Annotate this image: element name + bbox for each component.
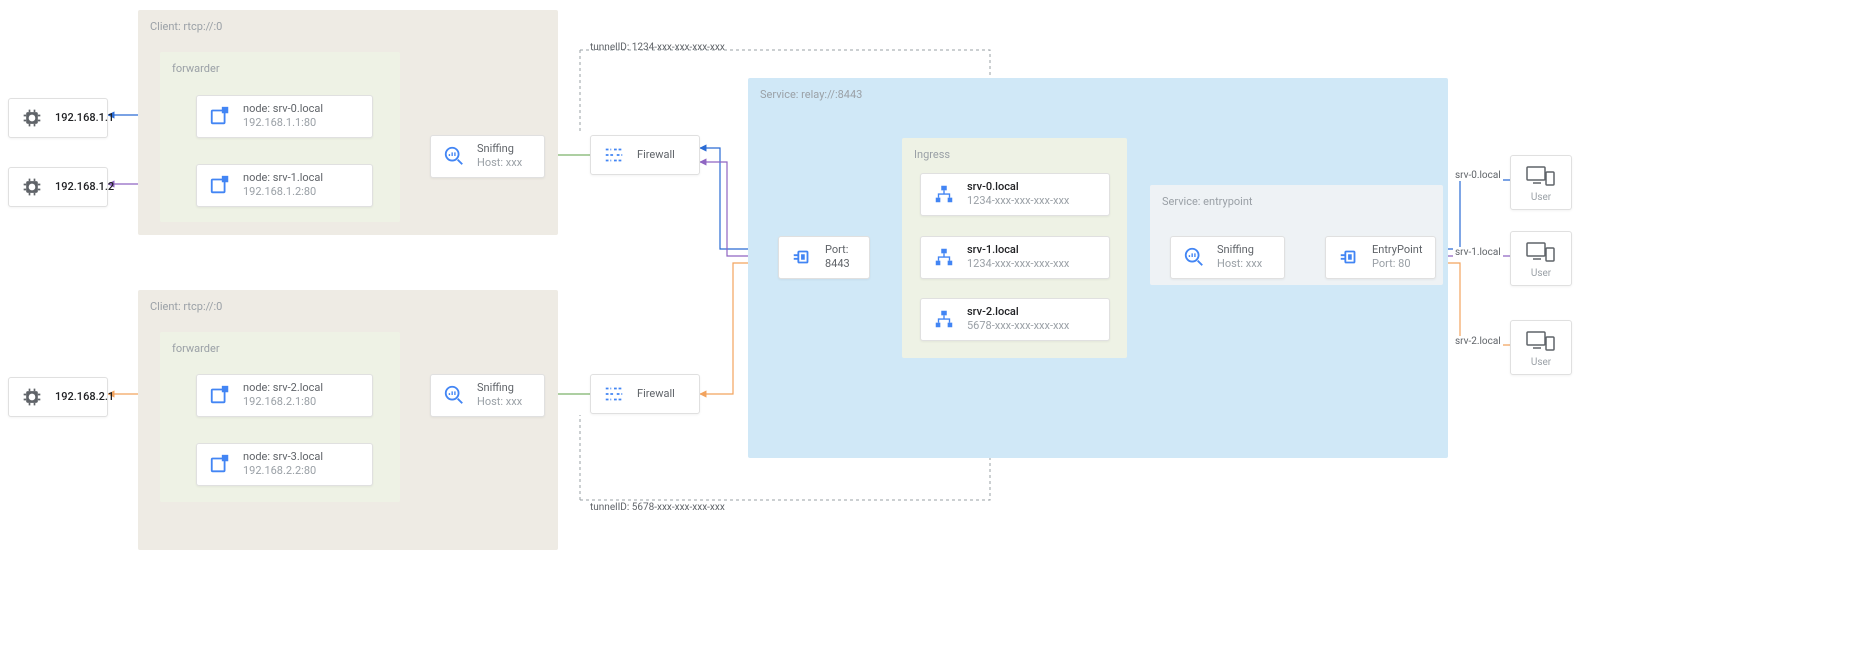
ingress-2: srv-2.local 5678-xxx-xxx-xxx-xxx (920, 298, 1110, 341)
devices-icon (1515, 238, 1567, 266)
client2-node1-line1: node: srv-3.local (243, 450, 323, 464)
node-icon (207, 172, 233, 198)
client1-sniffing-l1: Sniffing (477, 142, 522, 156)
client2-sniffing-l1: Sniffing (477, 381, 522, 395)
entrypoint-l1: EntryPoint (1372, 243, 1422, 257)
client1-node1-line2: 192.168.1.2:80 (243, 185, 323, 199)
tunnel-2-label: tunnelID: 5678-xxx-xxx-xxx-xxx (590, 502, 725, 513)
entrypoint-region-label: Service: entrypoint (1162, 195, 1253, 208)
chip-icon (19, 105, 45, 131)
ip-1-text: 192.168.1.1 (55, 111, 114, 125)
client1-node1-line1: node: srv-1.local (243, 171, 323, 185)
user-2: User (1510, 320, 1572, 375)
client1-firewall-label: Firewall (637, 148, 675, 162)
client2-node0-line1: node: srv-2.local (243, 381, 323, 395)
devices-icon (1515, 327, 1567, 355)
ingress0-l2: 1234-xxx-xxx-xxx-xxx (967, 194, 1069, 208)
client2-node-1: node: srv-3.local 192.168.2.2:80 (196, 443, 373, 486)
client2-node0-line2: 192.168.2.1:80 (243, 395, 323, 409)
user-1: User (1510, 231, 1572, 286)
sitemap-icon (931, 181, 957, 207)
ingress2-l1: srv-2.local (967, 305, 1069, 319)
client-1-forwarder-label: forwarder (172, 62, 220, 75)
client-1-label: Client: rtcp://:0 (150, 20, 222, 33)
client2-sniffing-l2: Host: xxx (477, 395, 522, 409)
node-icon (207, 382, 233, 408)
service-sniffing-l2: Host: xxx (1217, 257, 1262, 271)
ip-2: 192.168.1.2 (8, 167, 108, 207)
client1-node-1: node: srv-1.local 192.168.1.2:80 (196, 164, 373, 207)
ingress-1: srv-1.local 1234-xxx-xxx-xxx-xxx (920, 236, 1110, 279)
firewall-icon (601, 142, 627, 168)
client-2-label: Client: rtcp://:0 (150, 300, 222, 313)
client2-firewall: Firewall (590, 374, 700, 414)
magnify-icon (1181, 244, 1207, 270)
devices-icon (1515, 162, 1567, 190)
client1-node-0: node: srv-0.local 192.168.1.1:80 (196, 95, 373, 138)
user-1-label: User (1515, 268, 1567, 279)
user-0-label: User (1515, 192, 1567, 203)
ingress2-l2: 5678-xxx-xxx-xxx-xxx (967, 319, 1069, 333)
chip-icon (19, 384, 45, 410)
ip-1: 192.168.1.1 (8, 98, 108, 138)
sitemap-icon (931, 306, 957, 332)
user1-host-label: srv-1.local (1453, 247, 1503, 258)
node-icon (207, 451, 233, 477)
user-2-label: User (1515, 357, 1567, 368)
ingress-0: srv-0.local 1234-xxx-xxx-xxx-xxx (920, 173, 1110, 216)
service-port: Port: 8443 (778, 236, 870, 279)
client2-sniffing: Sniffing Host: xxx (430, 374, 545, 417)
chip-icon (19, 174, 45, 200)
port-icon (1336, 244, 1362, 270)
service-entrypoint: EntryPoint Port: 80 (1325, 236, 1436, 279)
ingress1-l1: srv-1.local (967, 243, 1069, 257)
client1-sniffing-l2: Host: xxx (477, 156, 522, 170)
firewall-icon (601, 381, 627, 407)
ingress-label: Ingress (914, 148, 950, 161)
user-0: User (1510, 155, 1572, 210)
node-icon (207, 103, 233, 129)
service-port-label: Port: 8443 (825, 243, 859, 272)
ingress1-l2: 1234-xxx-xxx-xxx-xxx (967, 257, 1069, 271)
magnify-icon (441, 143, 467, 169)
client1-node0-line2: 192.168.1.1:80 (243, 116, 323, 130)
user2-host-label: srv-2.local (1453, 336, 1503, 347)
ip-3: 192.168.2.1 (8, 377, 108, 417)
client1-firewall: Firewall (590, 135, 700, 175)
entrypoint-l2: Port: 80 (1372, 257, 1422, 271)
client2-node-0: node: srv-2.local 192.168.2.1:80 (196, 374, 373, 417)
port-icon (789, 244, 815, 270)
ip-2-text: 192.168.1.2 (55, 180, 114, 194)
user0-host-label: srv-0.local (1453, 170, 1503, 181)
service-sniffing: Sniffing Host: xxx (1170, 236, 1285, 279)
ip-3-text: 192.168.2.1 (55, 390, 114, 404)
tunnel-1-label: tunnelID: 1234-xxx-xxx-xxx-xxx (590, 42, 725, 53)
sitemap-icon (931, 244, 957, 270)
client-2-forwarder-label: forwarder (172, 342, 220, 355)
service-label: Service: relay://:8443 (760, 88, 862, 101)
client1-node0-line1: node: srv-0.local (243, 102, 323, 116)
client2-node1-line2: 192.168.2.2:80 (243, 464, 323, 478)
service-sniffing-l1: Sniffing (1217, 243, 1262, 257)
client1-sniffing: Sniffing Host: xxx (430, 135, 545, 178)
magnify-icon (441, 382, 467, 408)
ingress0-l1: srv-0.local (967, 180, 1069, 194)
client2-firewall-label: Firewall (637, 387, 675, 401)
